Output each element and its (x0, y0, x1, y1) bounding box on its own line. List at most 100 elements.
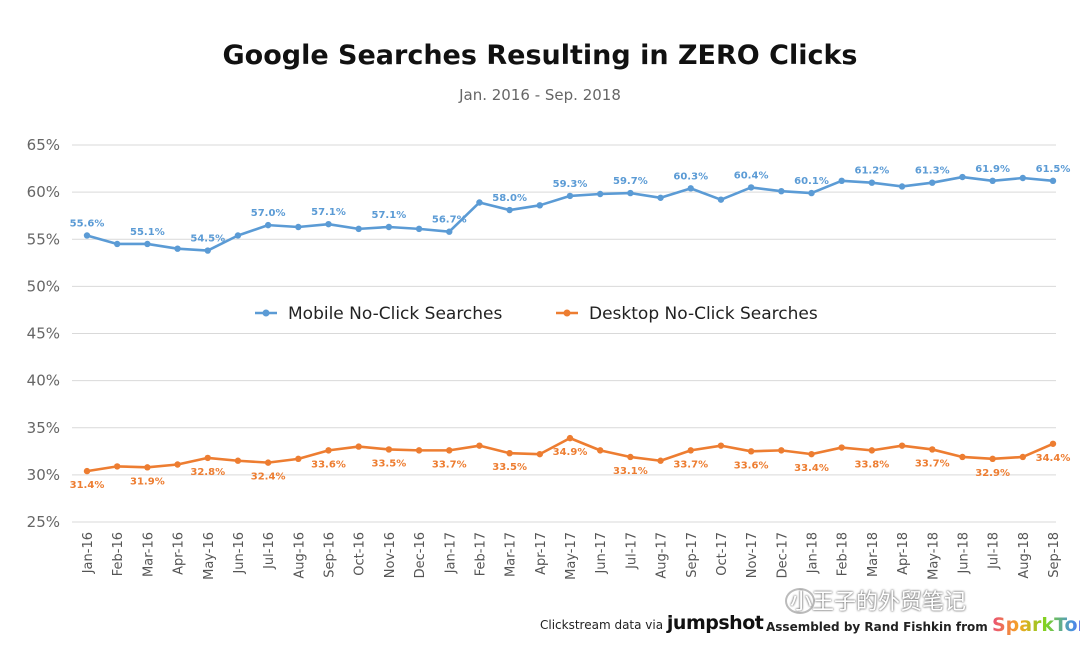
data-label: 59.7% (613, 176, 648, 187)
desktop-data-point (898, 442, 906, 449)
desktop-data-point (929, 446, 936, 453)
x-tick-label: Apr-16 (172, 532, 187, 575)
data-label: 33.6% (734, 460, 769, 471)
mobile-data-point (989, 177, 996, 185)
x-tick-label: Jan-17 (443, 532, 458, 574)
x-tick-label: Dec-17 (775, 532, 790, 578)
desktop-data-point (657, 457, 664, 464)
desktop-data-point (415, 447, 423, 454)
desktop-data-point (264, 459, 272, 466)
mobile-data-point (355, 225, 362, 233)
legend-swatch-marker (563, 309, 571, 317)
desktop-data-point (234, 457, 242, 464)
mobile-data-point (838, 177, 845, 185)
x-tick-label: Sep-16 (323, 532, 338, 578)
mobile-data-point (1049, 177, 1057, 185)
desktop-data-point (566, 434, 574, 442)
data-label: 32.9% (975, 468, 1010, 479)
data-label: 61.2% (855, 166, 890, 177)
data-label: 34.9% (553, 447, 588, 458)
mobile-data-point (566, 192, 574, 200)
mobile-data-point (506, 206, 513, 214)
y-axis-ticks: 65% 60% 55% 50% 45% 40% 35% 30% 25% (27, 136, 60, 531)
desktop-data-point (747, 448, 755, 455)
grid-lines (72, 144, 1056, 523)
x-tick-label: Jul-17 (624, 532, 639, 570)
mobile-data-point (144, 240, 151, 248)
mobile-data-point (234, 232, 242, 239)
mobile-data-point (476, 199, 483, 206)
legend-swatch-marker (262, 309, 270, 317)
data-label: 33.4% (794, 463, 829, 474)
data-label: 34.4% (1036, 453, 1071, 464)
desktop-data-point (687, 447, 694, 454)
x-tick-label: Mar-16 (141, 532, 156, 577)
series (83, 173, 1057, 475)
desktop-data-point (506, 449, 513, 457)
x-tick-label: Mar-17 (504, 532, 519, 577)
desktop-data-point (385, 446, 393, 453)
x-tick-label: Mar-18 (866, 532, 881, 577)
desktop-data-point (808, 450, 815, 458)
x-tick-label: Sep-17 (685, 532, 700, 578)
mobile-data-point (385, 223, 393, 231)
y-tick-label: 55% (27, 230, 60, 248)
x-tick-label: May-16 (202, 532, 217, 580)
data-label: 60.1% (794, 176, 829, 187)
desktop-data-point (717, 442, 725, 449)
desktop-data-point (596, 447, 604, 454)
source-credit: Clickstream data via jumpshot (540, 612, 764, 634)
desktop-data-point (778, 447, 785, 454)
data-label: 32.8% (190, 467, 225, 478)
x-tick-label: Jun-16 (232, 532, 247, 575)
data-label: 61.5% (1036, 164, 1071, 175)
desktop-data-point (174, 461, 181, 468)
data-label: 56.7% (432, 215, 467, 226)
desktop-data-point (325, 447, 332, 454)
x-tick-label: Jul-16 (262, 532, 277, 570)
jumpshot-logo: jumpshot (666, 612, 764, 634)
data-label: 60.3% (673, 171, 708, 182)
desktop-data-point (1049, 440, 1057, 447)
data-label: 57.0% (251, 208, 286, 219)
desktop-data-point (83, 467, 91, 475)
mobile-data-point (627, 189, 634, 197)
mobile-data-point (1019, 174, 1027, 182)
y-tick-label: 50% (27, 277, 60, 295)
x-tick-label: Jun-17 (594, 532, 609, 575)
x-tick-label: Oct-17 (715, 532, 730, 576)
x-tick-label: Nov-16 (383, 532, 398, 578)
credit-text: Assembled by Rand Fishkin from (766, 620, 988, 634)
x-tick-label: Dec-16 (413, 532, 428, 578)
x-tick-label: Feb-17 (473, 532, 488, 576)
x-tick-label: Jan-18 (806, 532, 821, 574)
data-label: 32.4% (251, 472, 286, 483)
mobile-data-point (446, 228, 453, 235)
desktop-data-point (989, 455, 996, 463)
mobile-data-point (868, 179, 876, 186)
data-label: 55.6% (70, 218, 105, 229)
desktop-data-point (536, 450, 544, 458)
data-label: 33.7% (432, 459, 467, 470)
data-label: 31.4% (70, 480, 105, 491)
chart-title: Google Searches Resulting in ZERO Clicks (222, 40, 858, 71)
sparktoro-logo-text: SparkToro (992, 614, 1080, 636)
data-label: 54.5% (190, 234, 225, 245)
desktop-data-point (627, 453, 634, 461)
mobile-data-point (174, 245, 181, 252)
legend: Mobile No-Click Searches Desktop No-Click… (255, 304, 818, 324)
data-label: 33.7% (915, 458, 950, 469)
mobile-data-point (264, 221, 272, 229)
data-label: 57.1% (372, 210, 407, 221)
x-tick-label: Jun-18 (956, 532, 971, 575)
data-label: 61.9% (975, 164, 1010, 175)
x-tick-label: Aug-17 (655, 532, 670, 579)
y-tick-label: 35% (27, 419, 60, 437)
y-tick-label: 30% (27, 466, 60, 484)
x-tick-label: Feb-16 (111, 532, 126, 576)
x-tick-label: Jul-18 (987, 532, 1002, 570)
x-tick-label: May-18 (926, 532, 941, 580)
data-label: 58.0% (492, 193, 527, 204)
data-labels: 55.6% 55.1% 54.5% 57.0% 57.1% 57.1% 56.7% 58.0%… (70, 164, 1071, 491)
